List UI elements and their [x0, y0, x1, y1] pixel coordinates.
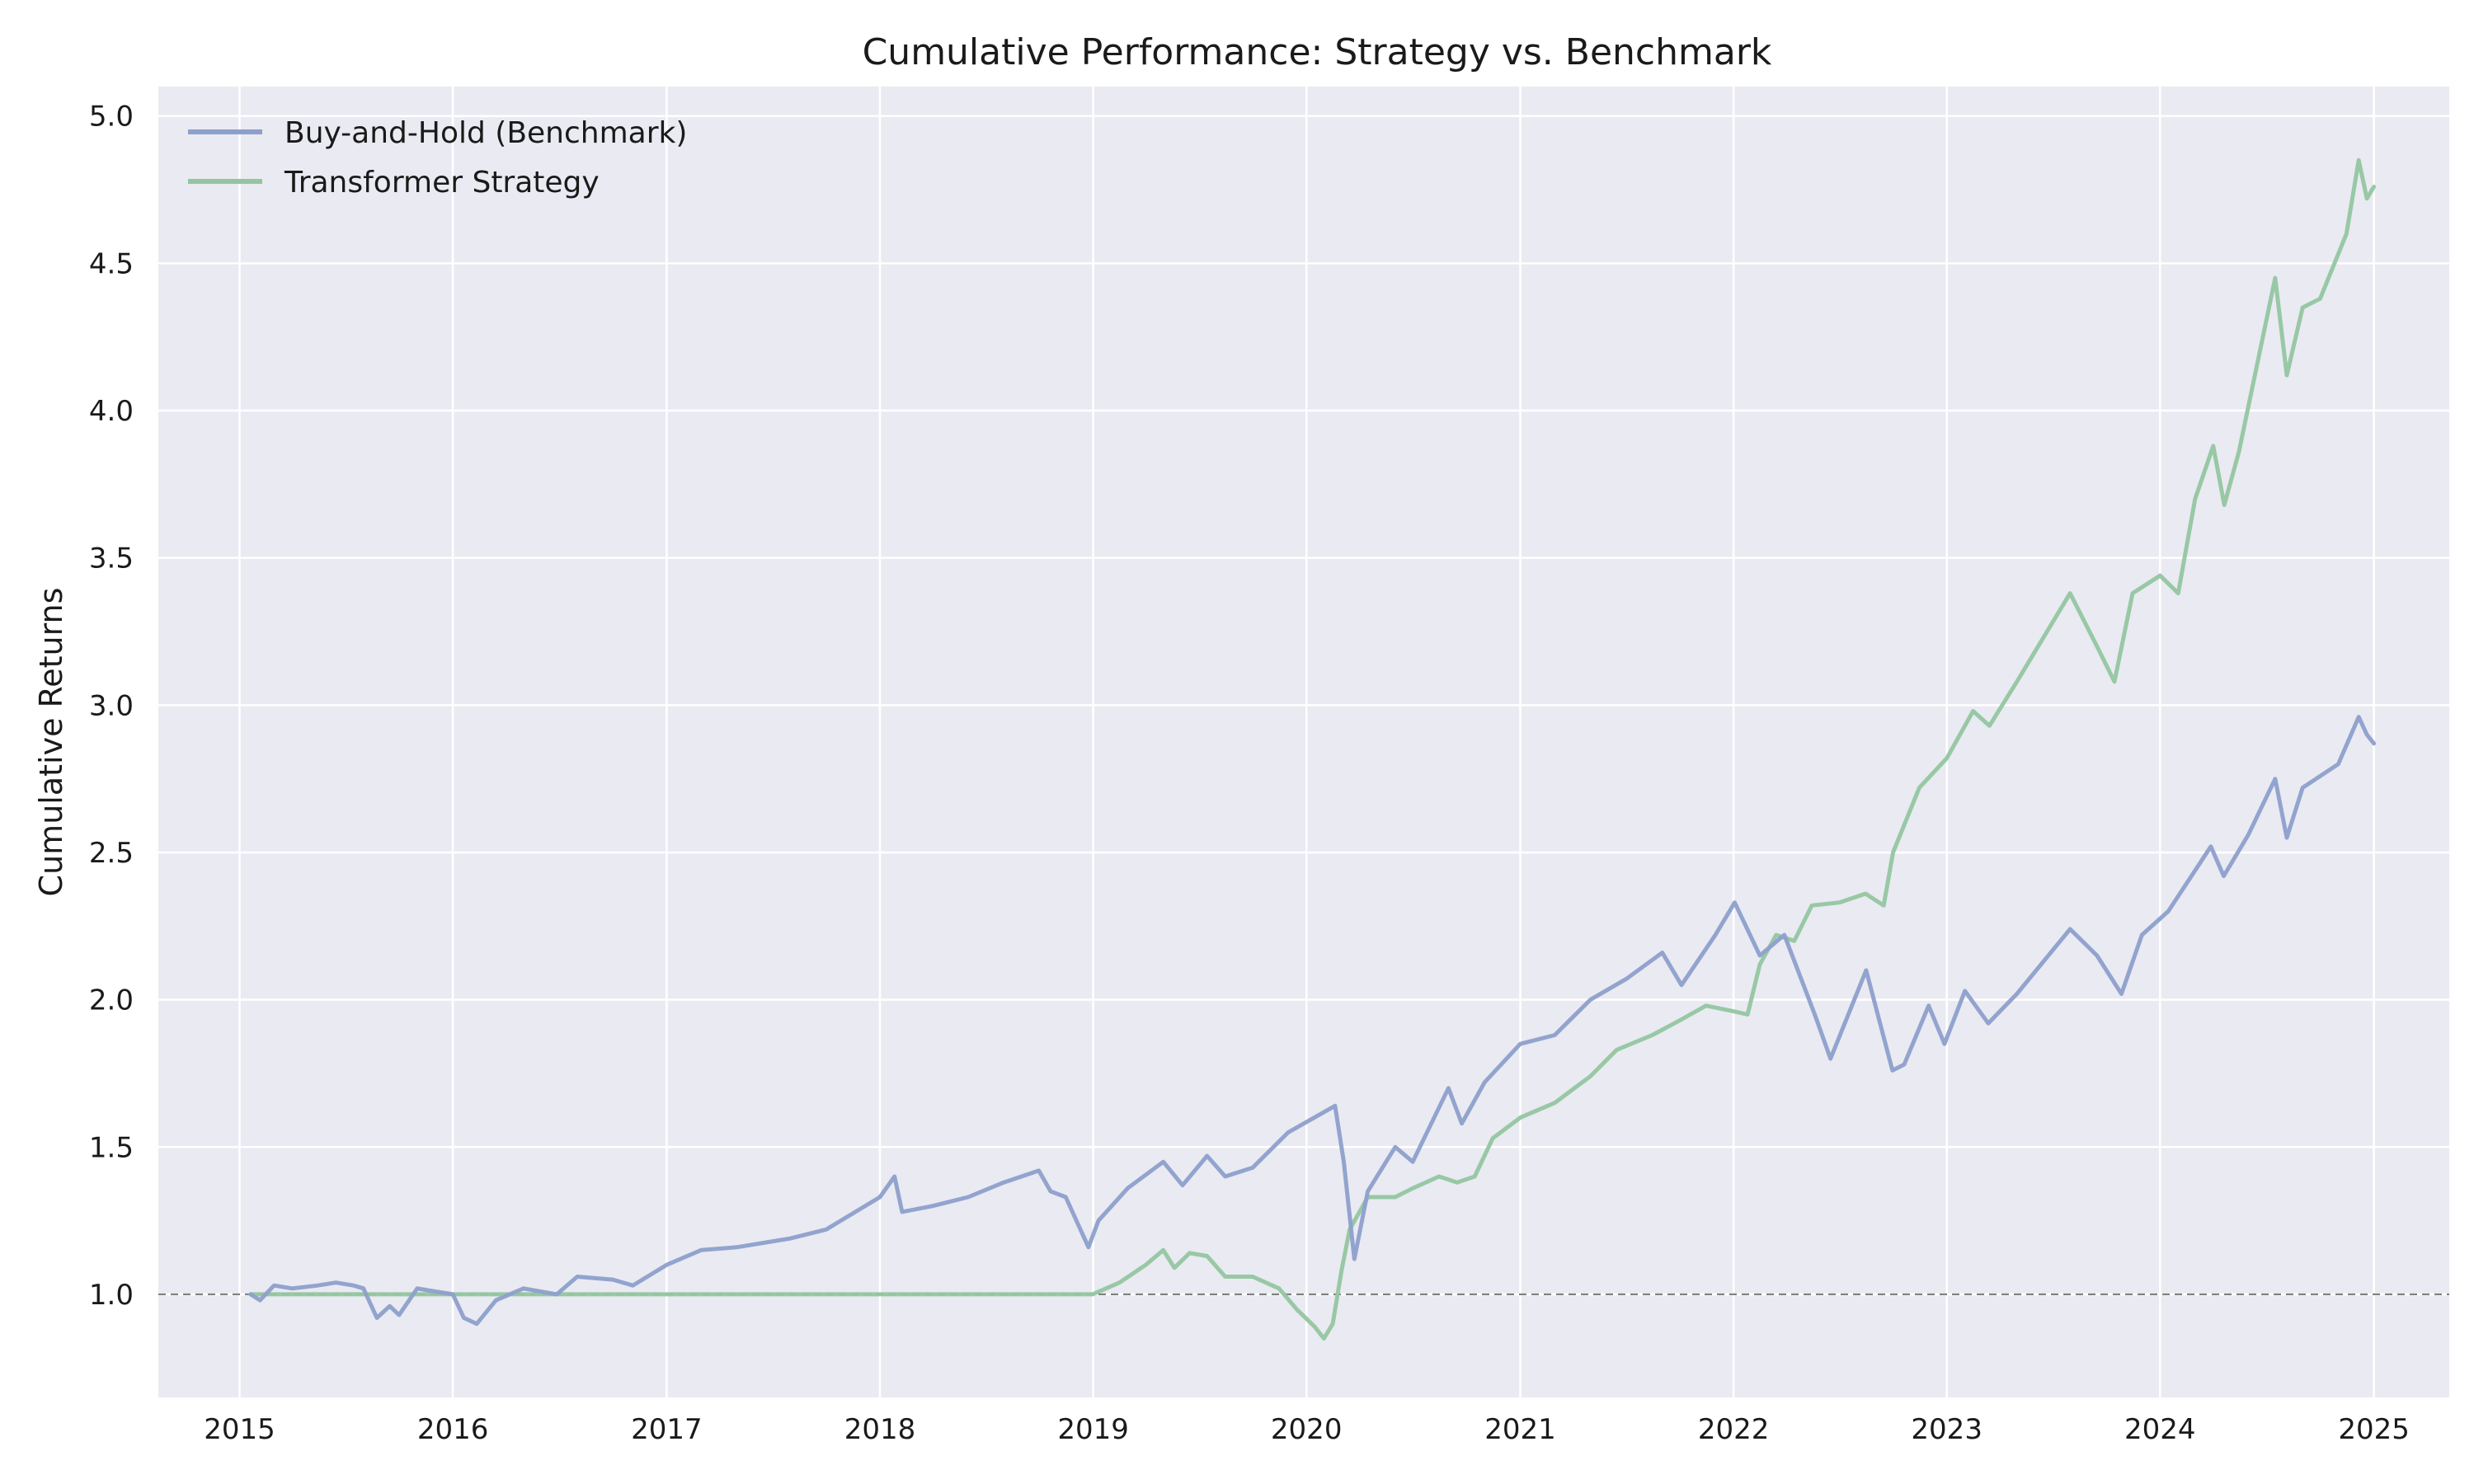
y-tick-labels: 1.0 1.5 2.0 2.5 3.0 3.5 4.0 4.5 5.0 [89, 101, 134, 1312]
x-tick-label: 2023 [1911, 1413, 1982, 1446]
x-tick-label: 2015 [204, 1413, 275, 1446]
y-tick-label: 1.0 [89, 1279, 134, 1312]
legend: Buy-and-Hold (Benchmark) Transformer Stra… [188, 116, 687, 200]
y-tick-label: 2.0 [89, 984, 134, 1017]
y-tick-label: 3.0 [89, 689, 134, 722]
y-tick-label: 4.5 [89, 247, 134, 280]
strategy-line [248, 157, 2377, 1341]
legend-item-benchmark-label: Buy-and-Hold (Benchmark) [285, 116, 687, 150]
legend-item-strategy-label: Transformer Strategy [284, 166, 600, 200]
x-tick-label: 2016 [417, 1413, 489, 1446]
x-gridlines [238, 87, 2375, 1397]
series-layer [248, 157, 2377, 1341]
x-tick-label: 2018 [844, 1413, 916, 1446]
chart-title: Cumulative Performance: Strategy vs. Ben… [863, 31, 1772, 73]
y-tick-label: 2.5 [89, 837, 134, 870]
y-tick-label: 5.0 [89, 101, 134, 134]
x-tick-label: 2017 [631, 1413, 703, 1446]
x-tick-labels: 2015 2016 2017 2018 2019 2020 2021 2022 2023 2024… [204, 1413, 2410, 1446]
x-tick-label: 2024 [2124, 1413, 2196, 1446]
y-tick-label: 1.5 [89, 1131, 134, 1164]
y-axis-label: Cumulative Returns [33, 588, 69, 897]
x-tick-label: 2020 [1271, 1413, 1343, 1446]
plot-area [158, 87, 2449, 1397]
y-tick-label: 3.5 [89, 542, 134, 575]
x-tick-label: 2021 [1484, 1413, 1556, 1446]
x-tick-label: 2019 [1057, 1413, 1129, 1446]
y-tick-label: 4.0 [89, 395, 134, 428]
benchmark-line [248, 715, 2377, 1327]
x-tick-label: 2022 [1698, 1413, 1770, 1446]
x-tick-label: 2025 [2338, 1413, 2410, 1446]
